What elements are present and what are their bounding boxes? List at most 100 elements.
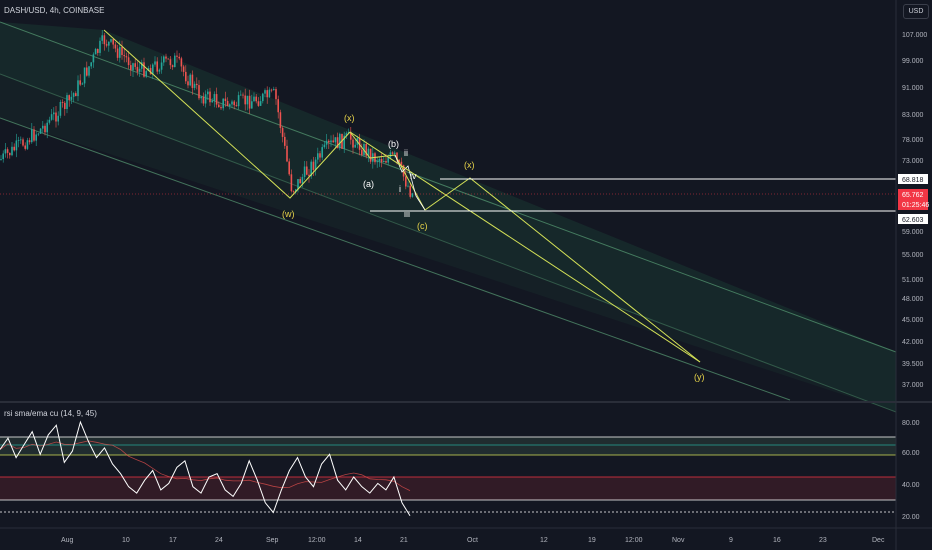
price-tick: 48.000	[902, 296, 924, 303]
price-axis[interactable]: 107.000 99.000 91.000 83.000 78.000 73.0…	[898, 32, 929, 389]
currency-button[interactable]: USD	[903, 4, 929, 19]
candle-body	[4, 149, 7, 154]
candle-body	[156, 61, 158, 72]
candle-body	[94, 49, 97, 55]
rsi-tick: 20.00	[902, 514, 920, 521]
candle-body	[116, 48, 119, 58]
candle-body	[70, 96, 73, 100]
price-tick: 45.000	[902, 317, 924, 324]
candle-body	[31, 129, 33, 143]
candle-body	[286, 145, 288, 162]
levels	[0, 178, 896, 212]
candle-body	[68, 95, 70, 100]
candle-body	[398, 159, 400, 162]
price-tick: 39.500	[902, 361, 924, 368]
candle-body	[314, 159, 317, 170]
candle-body	[224, 98, 227, 102]
channel-lower-band	[0, 74, 896, 412]
time-tick: 24	[215, 537, 223, 544]
candle-body	[255, 96, 257, 102]
channel-lower-line	[0, 117, 791, 401]
candle-body	[105, 44, 108, 46]
channel-mid-line	[0, 73, 897, 413]
candle-body	[99, 40, 101, 53]
candle-body	[334, 137, 337, 143]
price-tick: 83.000	[902, 112, 924, 119]
candle-body	[125, 56, 128, 58]
candle-body	[308, 174, 310, 177]
candle-body	[134, 63, 136, 67]
candle-body	[165, 56, 167, 59]
lower-level-value: 62.603	[902, 217, 924, 224]
candle-body	[220, 107, 222, 109]
candle-body	[160, 62, 163, 70]
candle-body	[367, 148, 370, 156]
time-tick: 14	[354, 537, 362, 544]
candle-body	[380, 158, 383, 163]
candle-body	[354, 144, 356, 148]
candle-body	[132, 63, 134, 71]
candle-body	[306, 166, 308, 175]
candle-body	[251, 101, 253, 109]
wave-abc-line	[349, 131, 426, 211]
price-tick: 78.000	[902, 137, 924, 144]
candle-body	[235, 105, 238, 107]
candle-body	[345, 133, 348, 136]
candle-body	[108, 41, 110, 46]
candle-body	[39, 128, 42, 134]
candle-body	[213, 94, 216, 101]
candle-body	[187, 81, 189, 86]
candle-body	[279, 112, 282, 128]
symbol-title[interactable]: DASH/USD, 4h, COINBASE	[4, 6, 105, 15]
candle-body	[97, 49, 99, 53]
price-tick: 51.000	[902, 277, 924, 284]
wave-w-line	[103, 29, 351, 199]
time-axis[interactable]: Aug 10 17 24 Sep 12:00 14 21 Oct 12 19 1…	[61, 537, 885, 544]
candle-body	[209, 91, 211, 103]
price-tick: 59.000	[902, 229, 924, 236]
candle-body	[198, 85, 200, 99]
candle-body	[292, 191, 295, 192]
candle-body	[323, 144, 326, 148]
candle-body	[312, 161, 315, 170]
candle-body	[407, 185, 409, 187]
time-tick: 17	[169, 537, 177, 544]
candle-body	[143, 62, 145, 77]
price-tick: 99.000	[902, 58, 924, 65]
rsi-indicator-label[interactable]: rsi sma/ema cu (14, 9, 45)	[4, 409, 97, 418]
candle-body	[257, 101, 260, 106]
wave-labels: (x) (w) (b) (a) ii iv i iii (c) (x) (y)	[282, 113, 705, 382]
price-tick: 73.000	[902, 158, 924, 165]
candle-body	[325, 140, 328, 145]
candle-body	[167, 58, 169, 60]
candle-body	[44, 125, 46, 133]
candle-body	[389, 152, 392, 158]
candle-body	[288, 161, 290, 175]
candle-body	[270, 89, 273, 91]
rsi-moving-average-line	[0, 440, 411, 491]
candle-body	[336, 137, 339, 149]
time-tick: Aug	[61, 537, 74, 544]
candle-body	[15, 140, 18, 151]
rsi-axis[interactable]: 80.00 60.00 40.00 20.00	[902, 420, 920, 521]
candle-body	[64, 102, 66, 109]
wave-sub-line	[394, 154, 426, 211]
wave-y-projection	[349, 131, 701, 363]
candle-body	[328, 140, 330, 143]
candle-body	[200, 96, 202, 99]
candle-body	[185, 71, 187, 82]
candle-body	[152, 64, 154, 75]
candle-body	[66, 95, 68, 109]
candle-body	[391, 152, 394, 154]
candle-body	[299, 179, 301, 184]
rsi-tick: 80.00	[902, 420, 920, 427]
candle-body	[121, 47, 123, 55]
wave-label-w: (w)	[282, 209, 295, 219]
candle-body	[301, 176, 304, 184]
candle-body	[169, 59, 172, 66]
candle-body	[281, 127, 284, 137]
candle-body	[290, 174, 293, 192]
candle-body	[233, 101, 235, 106]
time-tick: 19	[588, 537, 596, 544]
